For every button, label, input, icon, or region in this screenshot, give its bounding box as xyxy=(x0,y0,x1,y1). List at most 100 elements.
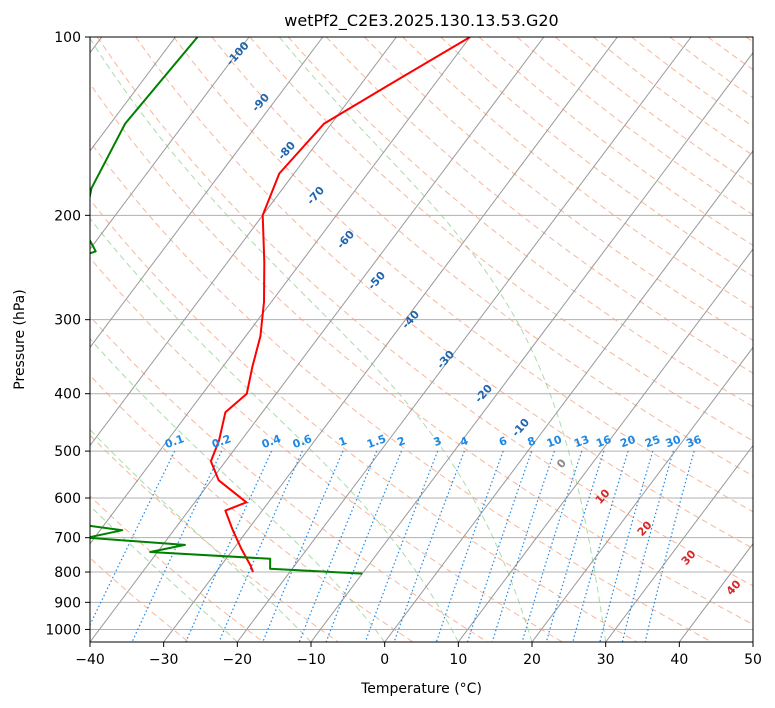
mixing-ratio-label: 0.1 xyxy=(163,432,186,451)
mixing-ratio-line xyxy=(131,450,223,642)
mixing-ratio-label: 1.5 xyxy=(365,432,388,451)
dry-adiabat xyxy=(90,434,339,642)
dry-adiabat xyxy=(173,37,753,513)
moist-adiabat xyxy=(90,217,459,642)
temperature-profile xyxy=(209,37,471,573)
dry-adiabat xyxy=(96,37,753,587)
x-tick-label: 30 xyxy=(597,652,615,668)
mixing-ratio-line xyxy=(393,450,465,642)
dry-adiabat xyxy=(90,495,264,642)
dry-adiabat xyxy=(364,37,753,341)
dry-adiabat xyxy=(90,315,488,642)
mixing-ratio-line xyxy=(644,450,695,642)
mixing-ratio-line xyxy=(572,450,629,642)
mixing-ratio-label: 3 xyxy=(432,434,444,449)
mixing-ratio-label: 13 xyxy=(572,433,591,450)
plot-area xyxy=(90,37,753,642)
mixing-ratio-line xyxy=(435,450,504,642)
isotherm xyxy=(90,37,250,250)
isotherm xyxy=(90,37,545,642)
mixing-ratio-line xyxy=(298,450,378,642)
isotherm xyxy=(384,150,753,642)
mixing-ratio-label: 6 xyxy=(497,434,509,449)
dry-adiabats xyxy=(90,37,753,642)
mixing-ratio-line xyxy=(90,450,176,627)
dry-adiabat xyxy=(402,37,753,309)
dry-adiabat xyxy=(90,374,414,642)
mixing-ratio-label: 30 xyxy=(664,433,683,451)
sounding-profiles xyxy=(90,37,471,575)
dry-adiabat xyxy=(325,37,753,374)
x-tick-label: −20 xyxy=(223,652,253,668)
y-tick-label: 300 xyxy=(54,313,81,329)
mixing-ratio-line xyxy=(491,450,555,642)
pressure-grid xyxy=(90,36,753,630)
x-tick-label: 10 xyxy=(449,652,467,668)
mixing-ratio-label: 2 xyxy=(396,434,408,449)
dry-adiabat xyxy=(90,198,638,642)
mixing-ratio-line xyxy=(325,450,403,642)
moist-adiabat xyxy=(278,37,607,642)
mixing-ratio-lines xyxy=(90,450,695,642)
mixing-ratio-label: 16 xyxy=(594,433,613,451)
x-tick-label: 0 xyxy=(380,652,389,668)
x-tick-label: −30 xyxy=(149,652,179,668)
y-tick-label: 1000 xyxy=(45,622,81,638)
y-tick-label: 100 xyxy=(54,30,81,46)
isotherm xyxy=(90,37,176,152)
x-tick-label: 20 xyxy=(523,652,541,668)
moist-adiabat xyxy=(90,505,238,642)
dry-adiabat xyxy=(90,140,712,642)
isotherm xyxy=(457,248,753,642)
mixing-ratio-line xyxy=(466,450,533,642)
mixing-ratio-label: 36 xyxy=(685,433,704,451)
mixing-ratio-line xyxy=(621,450,674,642)
mixing-ratio-line xyxy=(545,450,605,642)
isotherm xyxy=(236,37,692,642)
isotherms xyxy=(90,37,753,642)
isotherm xyxy=(90,37,471,545)
isotherm xyxy=(531,346,753,642)
moist-adiabats xyxy=(90,37,607,642)
y-tick-label: 400 xyxy=(54,387,81,403)
isotherm xyxy=(90,37,397,447)
mixing-ratio-line xyxy=(364,450,439,642)
x-tick-label: −10 xyxy=(296,652,326,668)
x-tick-label: −40 xyxy=(75,652,105,668)
chart-title: wetPf2_C2E3.2025.130.13.53.G20 xyxy=(284,11,558,31)
mixing-ratio-label: 0.4 xyxy=(260,432,283,451)
mixing-ratio-label: 20 xyxy=(619,433,638,451)
isotherm xyxy=(605,444,753,642)
y-tick-label: 800 xyxy=(54,565,81,581)
dry-adiabat xyxy=(90,557,190,642)
y-tick-label: 900 xyxy=(54,595,81,611)
x-axis-ticks: −40 −30 −20 −10 0 10 20 30 40 50 xyxy=(75,642,762,668)
mixing-ratio-label: 25 xyxy=(643,433,662,450)
isotherm xyxy=(163,37,618,642)
mixing-ratio-label: 1 xyxy=(337,434,349,449)
dry-adiabat xyxy=(90,257,563,642)
plot-frame xyxy=(89,36,754,643)
y-axis-ticks: 100 200 300 400 500 600 700 800 900 1000 xyxy=(45,30,90,638)
isotherm xyxy=(310,51,753,642)
dewpoint-profile xyxy=(90,37,363,575)
y-tick-label: 200 xyxy=(54,208,81,224)
y-tick-label: 600 xyxy=(54,491,81,507)
y-tick-label: 700 xyxy=(54,531,81,547)
moist-adiabat xyxy=(90,37,533,642)
moist-adiabat xyxy=(90,338,386,642)
mixing-ratio-label: 4 xyxy=(458,434,470,449)
x-tick-label: 40 xyxy=(670,652,688,668)
x-tick-label: 50 xyxy=(744,652,762,668)
isotherm xyxy=(90,37,324,349)
y-axis-label: Pressure (hPa) xyxy=(12,289,28,389)
y-tick-label: 500 xyxy=(54,444,81,460)
mixing-ratio-label: 0.2 xyxy=(210,432,233,451)
mixing-ratio-label: 8 xyxy=(526,434,538,449)
moist-adiabat xyxy=(90,428,312,642)
x-axis-label: Temperature (°C) xyxy=(360,681,482,697)
mixing-ratio-label: 0.6 xyxy=(291,432,314,451)
mixing-ratio-line xyxy=(599,450,654,642)
